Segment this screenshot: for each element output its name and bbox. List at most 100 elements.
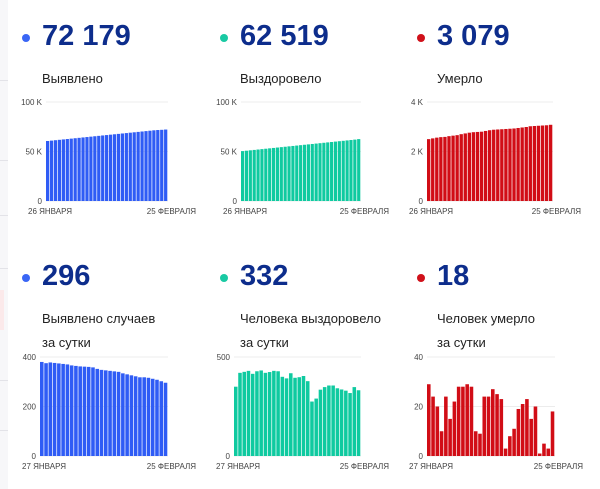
bar[interactable] [318,143,322,201]
bar[interactable] [548,124,553,201]
bar[interactable] [297,377,302,456]
bar[interactable] [275,147,280,201]
bar[interactable] [542,443,546,457]
bar[interactable] [116,371,121,456]
bar[interactable] [121,373,125,456]
bar[interactable] [550,411,555,456]
bar[interactable] [305,381,310,456]
bar[interactable] [49,140,54,201]
bar[interactable] [504,128,508,201]
bar[interactable] [537,453,542,456]
bar[interactable] [439,137,443,201]
bar[interactable] [78,366,82,456]
bar[interactable] [128,132,132,201]
bar[interactable] [348,393,352,456]
bar[interactable] [108,134,113,201]
bar[interactable] [105,135,109,201]
bar[interactable] [301,376,306,456]
bar[interactable] [467,132,472,201]
bar[interactable] [427,139,431,202]
bar[interactable] [97,135,101,201]
bar[interactable] [495,394,499,457]
bar[interactable] [546,448,551,456]
bar[interactable] [69,365,74,456]
bar[interactable] [246,370,251,456]
bar[interactable] [163,382,168,456]
bar[interactable] [469,386,474,456]
bar[interactable] [479,131,484,201]
bar[interactable] [267,372,272,456]
bar[interactable] [356,390,361,456]
bar[interactable] [456,386,461,456]
bar[interactable] [44,363,48,456]
bar[interactable] [116,133,121,201]
bar[interactable] [144,131,148,201]
bar[interactable] [293,377,297,456]
bar[interactable] [276,371,280,456]
bar[interactable] [133,376,138,456]
bar[interactable] [475,131,480,201]
bar[interactable] [492,129,496,201]
bar[interactable] [86,366,91,456]
bar[interactable] [112,134,117,201]
bar[interactable] [248,150,252,201]
bar[interactable] [341,140,345,201]
bar[interactable] [95,368,100,456]
bar[interactable] [264,148,268,201]
bar[interactable] [159,381,164,456]
bar[interactable] [112,371,117,456]
bar[interactable] [93,136,97,201]
bar[interactable] [287,146,291,201]
bar[interactable] [427,384,431,456]
bar[interactable] [101,135,105,201]
bar[interactable] [284,378,289,456]
bar[interactable] [57,139,62,201]
bar[interactable] [451,135,455,201]
bar[interactable] [302,144,307,201]
bar[interactable] [337,141,341,201]
bar[interactable] [242,371,246,456]
bar[interactable] [77,137,81,201]
bar[interactable] [503,448,508,456]
bar[interactable] [99,369,104,456]
bar[interactable] [272,370,276,456]
bar[interactable] [529,418,533,457]
bar[interactable] [353,139,357,201]
bar[interactable] [448,418,452,457]
bar[interactable] [443,136,447,201]
bar[interactable] [74,365,78,456]
bar[interactable] [108,370,112,456]
bar[interactable] [299,145,303,201]
bar[interactable] [512,128,516,201]
bar[interactable] [491,389,495,456]
bar[interactable] [89,136,93,201]
bar[interactable] [435,406,440,457]
bar[interactable] [536,125,541,201]
bar[interactable] [156,130,160,201]
bar[interactable] [544,125,549,201]
bar[interactable] [516,408,521,456]
bar[interactable] [69,138,73,201]
bar[interactable] [164,129,168,201]
bar[interactable] [463,133,467,201]
bar[interactable] [326,142,330,201]
bar[interactable] [327,385,331,456]
bar[interactable] [532,126,537,201]
bar[interactable] [524,127,528,201]
bar[interactable] [85,137,89,201]
bar[interactable] [520,404,525,456]
bar[interactable] [140,131,144,202]
bar[interactable] [439,431,444,456]
bar[interactable] [120,133,125,201]
bar[interactable] [289,373,293,456]
bar[interactable] [283,146,287,201]
bar[interactable] [478,433,482,456]
bar[interactable] [508,436,512,456]
bar[interactable] [52,362,57,456]
bar[interactable] [142,377,146,456]
bar[interactable] [255,371,259,456]
bar[interactable] [268,148,272,201]
bar[interactable] [500,129,504,201]
bar[interactable] [330,142,334,201]
bar[interactable] [124,133,128,201]
